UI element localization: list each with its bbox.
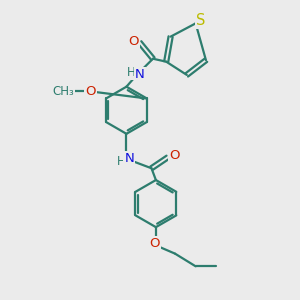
Text: N: N [124,152,134,165]
Text: H: H [127,66,136,79]
Text: CH₃: CH₃ [52,85,74,98]
Text: O: O [85,85,96,98]
Text: H: H [117,155,125,168]
Text: O: O [149,237,160,250]
Text: S: S [196,13,206,28]
Text: O: O [169,149,179,162]
Text: O: O [128,34,139,48]
Text: N: N [135,68,145,81]
